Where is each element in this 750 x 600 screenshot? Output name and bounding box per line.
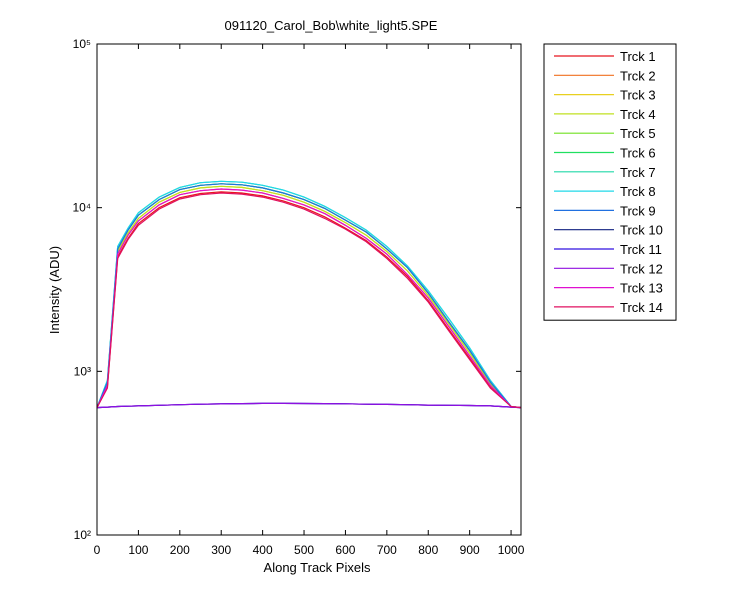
y-tick-label: 10⁴	[72, 201, 91, 215]
legend-label: Trck 6	[620, 146, 656, 161]
series-line	[96, 180, 522, 409]
legend-label: Trck 12	[620, 261, 663, 276]
legend-label: Trck 13	[620, 281, 663, 296]
x-tick-label: 100	[128, 543, 148, 557]
legend-label: Trck 3	[620, 88, 656, 103]
series-line	[96, 188, 522, 409]
legend-label: Trck 10	[620, 223, 663, 238]
series-line	[96, 183, 522, 409]
x-tick-label: 300	[211, 543, 231, 557]
x-tick-label: 800	[418, 543, 438, 557]
legend-label: Trck 7	[620, 165, 656, 180]
x-tick-label: 1000	[498, 543, 525, 557]
legend-label: Trck 8	[620, 184, 656, 199]
legend-box	[543, 43, 677, 321]
plot-frame	[96, 43, 522, 536]
x-tick-label: 700	[377, 543, 397, 557]
x-tick-label: 200	[170, 543, 190, 557]
x-tick-label: 900	[460, 543, 480, 557]
series-line	[96, 402, 522, 409]
legend-label: Trck 1	[620, 49, 656, 64]
series-line	[96, 191, 522, 409]
x-tick-label: 400	[253, 543, 273, 557]
legend-label: Trck 5	[620, 126, 656, 141]
series-line	[96, 192, 522, 409]
legend-label: Trck 2	[620, 68, 656, 83]
x-tick-label: 600	[335, 543, 355, 557]
x-tick-label: 0	[94, 543, 101, 557]
chart-title: 091120_Carol_Bob\white_light5.SPE	[225, 18, 438, 33]
y-tick-label: 10²	[74, 528, 91, 542]
series-line	[96, 185, 522, 409]
y-tick-label: 10³	[74, 364, 91, 378]
legend-label: Trck 11	[620, 242, 662, 257]
x-axis-label: Along Track Pixels	[264, 560, 371, 575]
legend-label: Trck 4	[620, 107, 656, 122]
y-axis-label: Intensity (ADU)	[47, 246, 62, 334]
legend-label: Trck 14	[620, 300, 663, 315]
x-tick-label: 500	[294, 543, 314, 557]
legend-label: Trck 9	[620, 203, 656, 218]
y-tick-label: 10⁵	[73, 37, 91, 51]
